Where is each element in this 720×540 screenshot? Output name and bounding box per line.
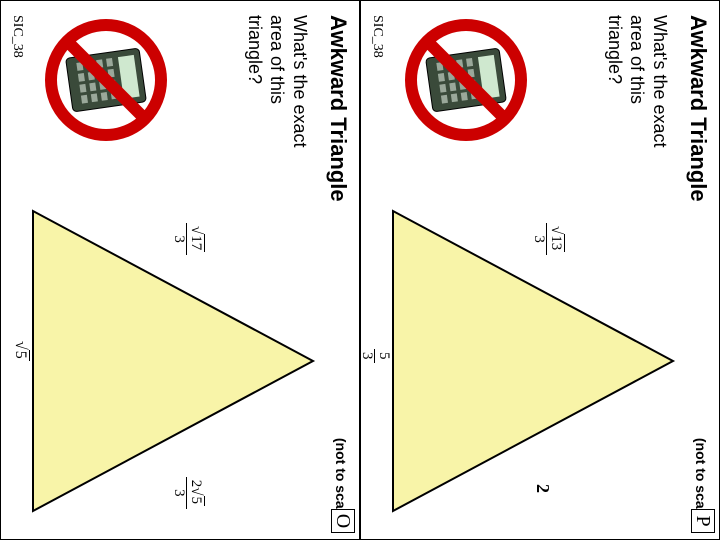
q-line1: What's the exact bbox=[650, 15, 670, 148]
bottom-arg: 5 bbox=[12, 350, 30, 361]
card-footer: SIC_38 bbox=[369, 15, 385, 58]
card-letter: P bbox=[691, 509, 715, 533]
side-right-label: 2√5 3 bbox=[171, 477, 204, 509]
triangle-shape bbox=[393, 211, 673, 511]
question-text: What's the exact area of this triangle? bbox=[244, 15, 312, 148]
q-line1: What's the exact bbox=[290, 15, 310, 148]
no-calculator-icon bbox=[401, 15, 531, 145]
bottom-den-p: 3 bbox=[359, 349, 375, 363]
side-bottom-label: 5 3 bbox=[359, 349, 392, 363]
side-right-label: 2 bbox=[532, 484, 553, 493]
card-slot-P: P Awkward Triangle (not to scale) What's… bbox=[360, 0, 720, 540]
card-slot-O: O Awkward Triangle (not to scale) What's… bbox=[0, 0, 360, 540]
triangle-shape bbox=[33, 211, 313, 511]
right-den: 3 bbox=[171, 477, 187, 509]
q-line3: triangle? bbox=[605, 15, 625, 84]
left-num-arg: 17 bbox=[188, 234, 205, 252]
side-bottom-label: √5 bbox=[11, 341, 29, 361]
triangle-figure: √13 3 2 5 3 bbox=[383, 201, 683, 521]
no-calculator-icon bbox=[41, 15, 171, 145]
bottom-num-p: 5 bbox=[374, 349, 391, 363]
card-title: Awkward Triangle bbox=[325, 15, 351, 202]
left-den: 3 bbox=[171, 223, 187, 255]
triangle-figure: √17 3 2√5 3 √5 bbox=[23, 201, 323, 521]
q-line2: area of this bbox=[628, 15, 648, 104]
q-line3: triangle? bbox=[245, 15, 265, 84]
side-left-label: √13 3 bbox=[531, 223, 564, 255]
right-num-arg: 5 bbox=[188, 496, 205, 507]
card-letter: O bbox=[331, 509, 355, 533]
question-text: What's the exact area of this triangle? bbox=[604, 15, 672, 148]
card-title: Awkward Triangle bbox=[685, 15, 711, 202]
left-num-arg-p: 13 bbox=[548, 234, 565, 252]
left-den-p: 3 bbox=[531, 223, 547, 255]
side-left-label: √17 3 bbox=[171, 223, 204, 255]
card-P: P Awkward Triangle (not to scale) What's… bbox=[360, 0, 720, 540]
q-line2: area of this bbox=[268, 15, 288, 104]
card-footer: SIC_38 bbox=[9, 15, 25, 58]
card-O: O Awkward Triangle (not to scale) What's… bbox=[0, 0, 360, 540]
